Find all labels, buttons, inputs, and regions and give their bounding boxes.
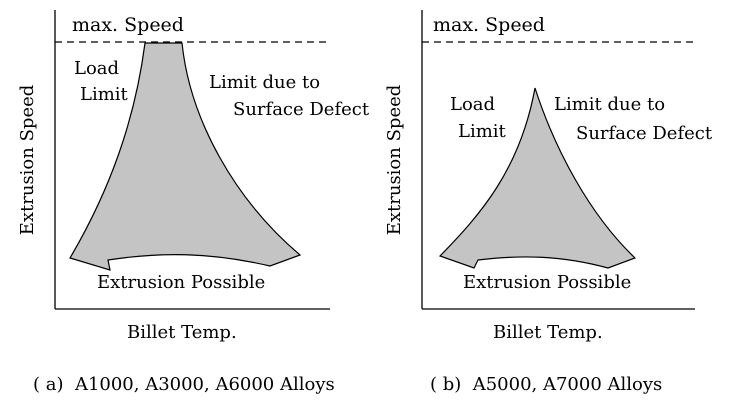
panel-a-y-axis-title: Extrusion Speed [17, 85, 38, 236]
panel-a-max-speed-label: max. Speed [72, 14, 184, 36]
panel-a-caption: ( a) A1000, A3000, A6000 Alloys [33, 374, 335, 395]
panel-a-region-label: Extrusion Possible [97, 272, 265, 293]
panel-a-surface-limit-label-1: Limit due to [209, 72, 320, 93]
panel-b: max. Speed Load Limit Limit due to Surfa… [384, 10, 713, 395]
panel-b-y-axis-title: Extrusion Speed [384, 85, 405, 236]
panel-b-max-speed-label: max. Speed [433, 14, 545, 36]
panel-a-load-limit-label-1: Load [74, 58, 119, 79]
panel-a-extrusion-possible-region [69, 42, 302, 271]
panel-b-load-limit-label-1: Load [450, 94, 495, 115]
panel-a-x-axis-title: Billet Temp. [127, 322, 237, 343]
panel-a-surface-limit-label-2: Surface Defect [233, 99, 370, 120]
panel-b-region-label: Extrusion Possible [463, 272, 631, 293]
panel-a: max. Speed Load Limit Limit due to Surfa… [17, 10, 370, 395]
panel-b-extrusion-possible-region [438, 87, 637, 269]
panel-b-surface-limit-label-2: Surface Defect [576, 123, 713, 144]
panel-b-surface-limit-label-1: Limit due to [554, 94, 665, 115]
panel-a-load-limit-label-2: Limit [80, 84, 129, 105]
panel-b-load-limit-label-2: Limit [458, 121, 507, 142]
panel-b-x-axis-title: Billet Temp. [493, 322, 603, 343]
panel-b-caption: ( b) A5000, A7000 Alloys [430, 374, 662, 395]
